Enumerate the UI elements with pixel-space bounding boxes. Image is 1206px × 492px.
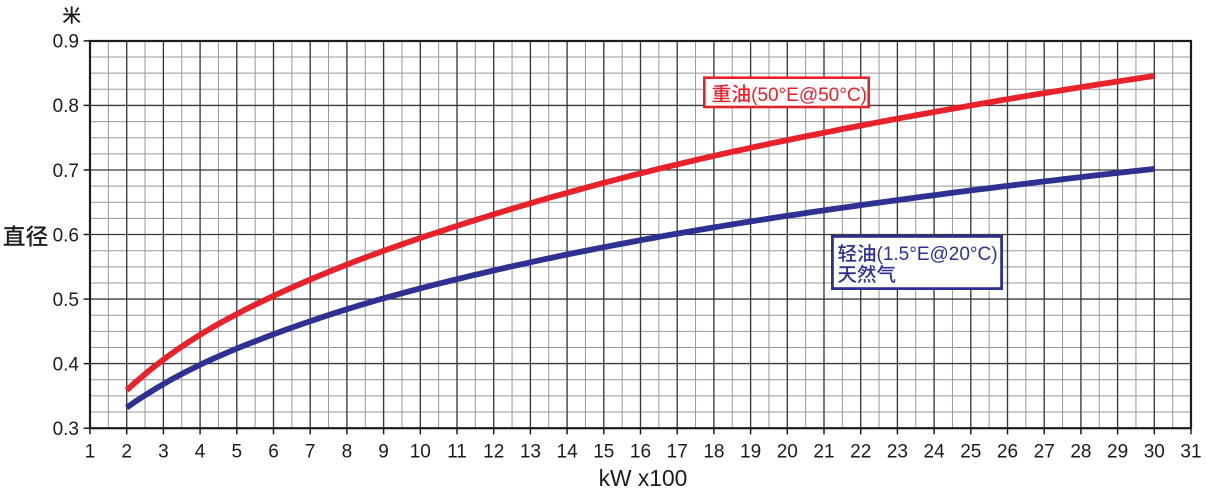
svg-text:18: 18 — [703, 442, 724, 463]
svg-text:14: 14 — [557, 442, 579, 463]
svg-text:3: 3 — [158, 442, 169, 463]
svg-text:26: 26 — [997, 442, 1018, 463]
svg-text:19: 19 — [740, 442, 761, 463]
svg-text:0.9: 0.9 — [53, 32, 79, 53]
svg-text:28: 28 — [1070, 442, 1091, 463]
svg-text:31: 31 — [1180, 442, 1201, 463]
svg-text:kW x100: kW x100 — [599, 465, 688, 491]
svg-text:(1.5°E@20°C): (1.5°E@20°C) — [877, 244, 998, 265]
svg-text:13: 13 — [520, 442, 541, 463]
svg-text:2: 2 — [121, 442, 132, 463]
svg-text:27: 27 — [1034, 442, 1055, 463]
svg-text:17: 17 — [667, 442, 688, 463]
svg-text:20: 20 — [777, 442, 798, 463]
svg-text:0.5: 0.5 — [53, 290, 79, 311]
svg-text:7: 7 — [305, 442, 316, 463]
svg-text:10: 10 — [410, 442, 431, 463]
svg-text:30: 30 — [1144, 442, 1165, 463]
svg-text:22: 22 — [850, 442, 871, 463]
svg-text:21: 21 — [813, 442, 834, 463]
svg-text:0.3: 0.3 — [53, 419, 79, 440]
svg-text:25: 25 — [960, 442, 981, 463]
svg-text:24: 24 — [924, 442, 946, 463]
svg-text:0.6: 0.6 — [53, 225, 79, 246]
svg-text:0.8: 0.8 — [53, 96, 79, 117]
svg-text:0.7: 0.7 — [53, 161, 79, 182]
svg-text:29: 29 — [1107, 442, 1128, 463]
svg-text:(50°E@50°C): (50°E@50°C) — [751, 85, 867, 106]
svg-text:6: 6 — [268, 442, 279, 463]
svg-text:8: 8 — [342, 442, 353, 463]
svg-text:23: 23 — [887, 442, 908, 463]
svg-text:9: 9 — [378, 442, 389, 463]
svg-text:16: 16 — [630, 442, 651, 463]
svg-text:11: 11 — [447, 442, 467, 463]
svg-text:1: 1 — [85, 442, 96, 463]
svg-text:0.4: 0.4 — [53, 354, 80, 375]
svg-text:4: 4 — [195, 442, 206, 463]
svg-text:5: 5 — [232, 442, 243, 463]
svg-text:15: 15 — [593, 442, 614, 463]
svg-text:12: 12 — [483, 442, 504, 463]
